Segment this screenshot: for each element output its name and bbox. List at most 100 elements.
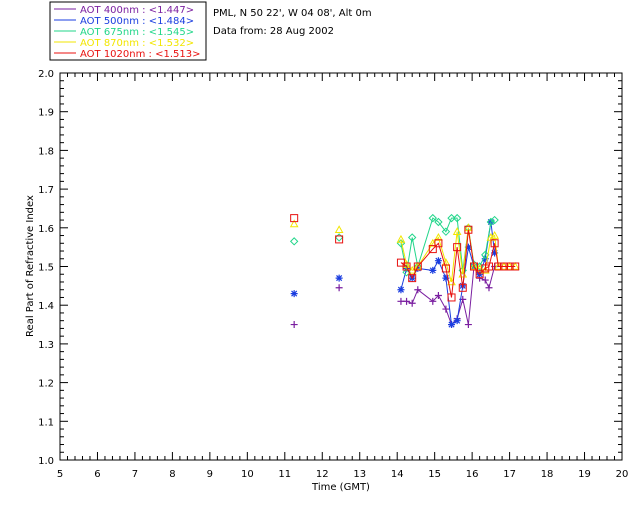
data-point-asterisk <box>397 286 405 294</box>
legend-label: AOT 500nm : <1.484> <box>80 16 194 27</box>
data-point-square <box>490 239 499 248</box>
legend-label: AOT 400nm : <1.447> <box>80 5 194 16</box>
data-point-square <box>434 239 443 248</box>
x-tick-label: 8 <box>169 469 175 480</box>
data-point-plus <box>290 321 298 329</box>
data-point-plus <box>429 297 437 305</box>
data-point-plus <box>442 305 450 313</box>
data-point-asterisk <box>491 249 499 257</box>
data-point-diamond <box>441 227 451 236</box>
x-tick-label: 12 <box>316 469 329 480</box>
data-point-diamond <box>434 217 443 227</box>
data-point-square <box>428 245 437 254</box>
data-point-square <box>494 262 503 271</box>
data-point-diamond <box>481 250 490 260</box>
data-point-triangle <box>452 227 462 235</box>
x-axis-title: Time (GMT) <box>311 482 370 493</box>
data-point-asterisk <box>464 243 472 251</box>
series-0 <box>290 263 499 329</box>
axes: 5 6 7 8 9 10 11 12 13 14 15 16 17 18 19 20 1.0 1.1 1.2 1.3 1… <box>38 69 628 480</box>
data-point-square <box>453 243 462 252</box>
data-point-diamond <box>334 233 344 242</box>
x-tick-label: 14 <box>391 469 404 480</box>
y-tick-label: 1.3 <box>38 340 54 351</box>
data-point-square <box>408 274 417 283</box>
y-tick-label: 1.1 <box>38 417 54 428</box>
x-tick-label: 19 <box>578 469 591 480</box>
data-point-square <box>499 262 508 271</box>
x-tick-label: 13 <box>353 469 366 480</box>
legend: AOT 400nm : <1.447>AOT 500nm : <1.484>AO… <box>49 1 207 61</box>
x-tick-label: 11 <box>278 469 291 480</box>
data-point-asterisk <box>453 317 461 325</box>
data-point-square <box>290 214 299 223</box>
data-point-triangle <box>469 261 479 270</box>
data-point-plus <box>434 292 442 300</box>
location-text: PML, N 50 22', W 04 08', Alt 0m <box>213 8 372 19</box>
x-tick-label: 5 <box>57 469 63 480</box>
data-point-square <box>458 283 467 292</box>
x-tick-label: 15 <box>428 469 441 480</box>
x-tick-label: 9 <box>207 469 213 480</box>
data-point-square <box>511 262 520 271</box>
data-point-asterisk <box>442 274 450 282</box>
data-point-asterisk <box>414 264 422 272</box>
x-tick-label: 20 <box>616 469 629 480</box>
data-point-triangle <box>334 225 344 234</box>
y-tick-label: 1.8 <box>38 146 54 157</box>
y-tick-label: 1.5 <box>38 263 54 274</box>
data-point-plus <box>403 297 411 305</box>
series-layer <box>289 213 520 329</box>
data-point-diamond <box>447 213 456 223</box>
y-tick-label: 1.0 <box>38 456 54 467</box>
y-tick-label: 1.7 <box>38 185 54 196</box>
data-point-asterisk <box>448 321 456 329</box>
data-point-asterisk <box>429 266 437 274</box>
data-point-plus <box>464 321 472 329</box>
series-line <box>400 264 496 326</box>
y-tick-label: 2.0 <box>38 69 54 80</box>
data-point-square <box>447 293 456 302</box>
plot-frame <box>59 72 623 461</box>
data-point-triangle <box>289 219 299 228</box>
legend-items: AOT 400nm : <1.447>AOT 500nm : <1.484>AO… <box>54 5 200 60</box>
legend-label: AOT 870nm : <1.532> <box>80 38 194 49</box>
data-point-triangle <box>413 261 423 270</box>
data-point-asterisk <box>434 257 442 265</box>
y-tick-label: 1.2 <box>38 379 54 390</box>
series-4 <box>290 214 520 302</box>
data-point-plus <box>335 284 343 292</box>
data-point-triangle <box>490 231 499 239</box>
x-tick-label: 16 <box>466 469 479 480</box>
data-point-diamond <box>289 237 299 246</box>
data-point-square <box>475 270 484 279</box>
data-point-square <box>484 262 493 271</box>
x-tick-label: 6 <box>94 469 100 480</box>
data-point-square <box>441 264 450 273</box>
data-point-square <box>413 262 422 271</box>
x-tick-label: 17 <box>503 469 516 480</box>
data-point-square <box>505 262 514 271</box>
data-point-asterisk <box>335 274 343 282</box>
data-point-square <box>335 235 344 244</box>
data-point-square <box>464 225 473 234</box>
data-point-diamond <box>486 217 496 227</box>
data-point-plus <box>414 286 422 294</box>
data-point-plus <box>408 299 416 307</box>
data-point-asterisk <box>290 290 298 298</box>
y-axis-title: Real Part of Refractive Index <box>25 195 36 337</box>
data-point-triangle <box>396 234 406 243</box>
x-tick-label: 18 <box>541 469 554 480</box>
date-text: Data from: 28 Aug 2002 <box>213 26 334 37</box>
data-point-plus <box>485 284 493 292</box>
legend-label: AOT 1020nm : <1.513> <box>80 49 200 60</box>
data-point-diamond <box>452 213 462 223</box>
data-point-square <box>402 262 411 271</box>
y-tick-label: 1.4 <box>38 301 54 312</box>
y-tick-label: 1.9 <box>38 108 54 119</box>
data-point-diamond <box>428 213 438 223</box>
data-point-plus <box>481 276 489 284</box>
y-tick-label: 1.6 <box>38 224 54 235</box>
x-tick-label: 7 <box>132 469 138 480</box>
legend-label: AOT 675nm : <1.545> <box>80 27 194 38</box>
